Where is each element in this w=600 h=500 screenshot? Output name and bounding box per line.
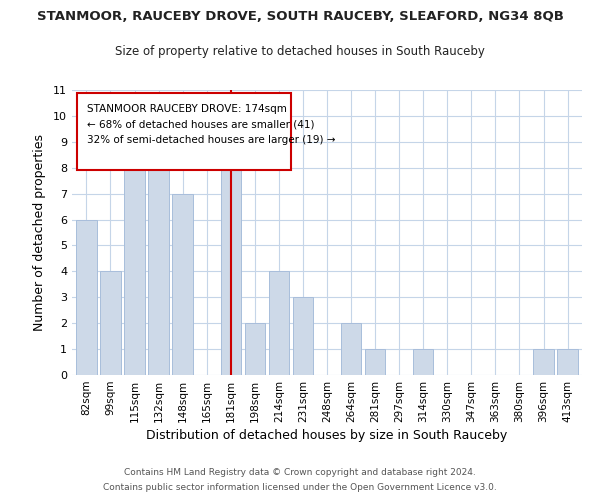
Bar: [365, 349, 385, 375]
Bar: [413, 349, 433, 375]
Bar: [124, 142, 145, 375]
Text: STANMOOR, RAUCEBY DROVE, SOUTH RAUCEBY, SLEAFORD, NG34 8QB: STANMOOR, RAUCEBY DROVE, SOUTH RAUCEBY, …: [37, 10, 563, 23]
Bar: [76, 220, 97, 375]
Text: Contains public sector information licensed under the Open Government Licence v3: Contains public sector information licen…: [103, 483, 497, 492]
Bar: [172, 194, 193, 375]
X-axis label: Distribution of detached houses by size in South Rauceby: Distribution of detached houses by size …: [146, 429, 508, 442]
Bar: [269, 272, 289, 375]
Bar: [533, 349, 554, 375]
Bar: [100, 272, 121, 375]
Text: Contains HM Land Registry data © Crown copyright and database right 2024.: Contains HM Land Registry data © Crown c…: [124, 468, 476, 477]
Y-axis label: Number of detached properties: Number of detached properties: [33, 134, 46, 331]
Bar: [245, 323, 265, 375]
Bar: [221, 168, 241, 375]
Text: Size of property relative to detached houses in South Rauceby: Size of property relative to detached ho…: [115, 45, 485, 58]
Bar: [341, 323, 361, 375]
Bar: [148, 142, 169, 375]
FancyBboxPatch shape: [77, 93, 291, 170]
Text: STANMOOR RAUCEBY DROVE: 174sqm
← 68% of detached houses are smaller (41)
32% of : STANMOOR RAUCEBY DROVE: 174sqm ← 68% of …: [88, 104, 336, 146]
Bar: [293, 298, 313, 375]
Bar: [557, 349, 578, 375]
